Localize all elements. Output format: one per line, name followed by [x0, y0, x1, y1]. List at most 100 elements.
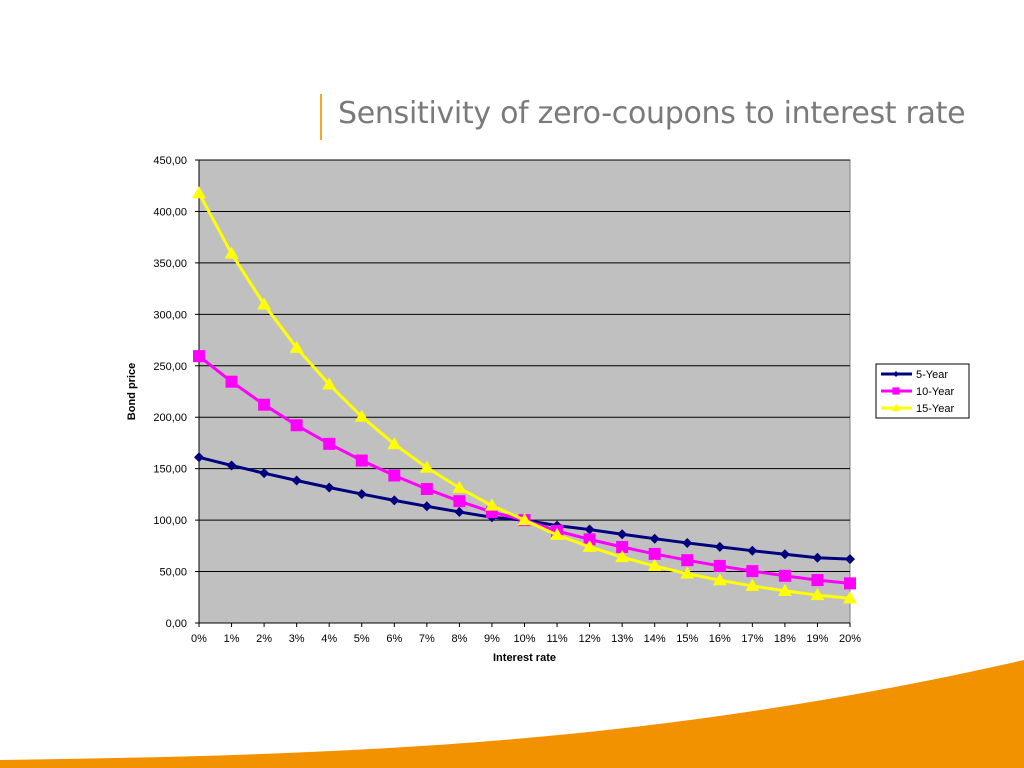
y-tick-label: 450,00 — [153, 155, 187, 167]
data-point — [811, 574, 824, 587]
y-tick-label: 350,00 — [153, 258, 187, 270]
data-point — [193, 350, 205, 363]
x-tick-label: 16% — [709, 633, 731, 645]
data-point — [257, 297, 272, 310]
data-point — [616, 540, 629, 553]
x-tick-label: 14% — [644, 633, 666, 645]
x-tick-label: 20% — [839, 633, 861, 645]
y-tick-label: 50,00 — [159, 567, 187, 579]
x-tick-label: 12% — [579, 633, 601, 645]
x-tick-label: 4% — [321, 633, 337, 645]
data-point — [778, 569, 791, 582]
data-point — [680, 566, 695, 579]
x-tick-label: 17% — [741, 633, 763, 645]
data-point — [225, 375, 238, 388]
y-tick-label: 200,00 — [153, 412, 187, 424]
x-tick-label: 18% — [774, 633, 796, 645]
legend-item: 10-Year — [881, 386, 954, 398]
x-tick-label: 9% — [484, 633, 500, 645]
x-tick-label: 2% — [256, 633, 272, 645]
data-point — [583, 533, 596, 546]
x-tick-label: 7% — [419, 633, 435, 645]
slide-title: Sensitivity of zero-coupons to interest … — [338, 96, 966, 131]
data-point — [682, 537, 693, 548]
data-point — [615, 550, 630, 563]
data-point — [356, 489, 367, 500]
x-tick-labels: 0% 1% 2% 3% 4% 5% 6% 7% 8% 9% 10% 11% 12% 13% 14% 15% 16… — [191, 633, 861, 645]
data-point — [289, 340, 304, 353]
data-point — [746, 565, 759, 578]
data-point — [389, 495, 400, 506]
data-point — [291, 475, 302, 486]
data-point — [779, 549, 790, 560]
data-point — [192, 186, 206, 199]
x-tick-label: 15% — [676, 633, 698, 645]
data-point — [454, 506, 465, 517]
data-point — [648, 547, 661, 560]
x-tick-label: 6% — [386, 633, 402, 645]
y-tick-label: 400,00 — [153, 206, 187, 218]
data-point — [453, 495, 466, 508]
y-tick-label: 150,00 — [153, 464, 187, 476]
data-point — [194, 452, 204, 463]
data-point — [388, 469, 401, 482]
x-tick-label: 1% — [224, 633, 240, 645]
data-point — [812, 552, 823, 563]
orange-swoosh-decoration — [0, 660, 1024, 768]
legend-swatch-marker — [891, 403, 901, 411]
series-15-year — [192, 186, 857, 604]
data-point — [550, 527, 565, 540]
x-tick-label: 19% — [806, 633, 828, 645]
gridlines — [199, 159, 850, 573]
legend-label: 10-Year — [916, 386, 954, 398]
legend: 5-Year 10-Year 15-Year — [875, 363, 970, 419]
x-tick-label: 3% — [289, 633, 305, 645]
data-point — [617, 529, 628, 540]
data-point — [649, 533, 660, 544]
legend-label: 15-Year — [916, 403, 954, 415]
data-point — [777, 583, 792, 596]
y-axis-title: Bond price — [126, 363, 138, 420]
data-point — [226, 460, 237, 471]
title-accent-bar — [320, 94, 322, 140]
x-tick-label: 13% — [611, 633, 633, 645]
data-point — [810, 588, 825, 601]
x-tick-label: 11% — [546, 633, 567, 645]
data-point — [258, 398, 271, 411]
data-point — [323, 437, 336, 450]
y-tick-label: 0,00 — [166, 618, 187, 630]
data-point — [452, 480, 467, 493]
data-point — [355, 454, 368, 467]
data-point — [484, 498, 499, 511]
axes — [195, 159, 851, 627]
data-point — [843, 591, 857, 604]
plot-area — [198, 159, 851, 624]
data-point — [517, 513, 532, 526]
legend-label: 5-Year — [916, 369, 948, 381]
data-point — [745, 578, 760, 591]
data-point — [224, 246, 239, 259]
x-tick-label: 10% — [513, 633, 535, 645]
data-point — [290, 419, 303, 432]
data-point — [420, 483, 433, 496]
data-point — [713, 559, 726, 572]
data-point — [582, 539, 597, 552]
series-group — [192, 186, 857, 604]
data-point — [584, 524, 595, 535]
legend-item: 15-Year — [881, 403, 954, 415]
data-point — [322, 377, 337, 390]
data-point — [259, 468, 270, 479]
data-point — [747, 545, 758, 556]
data-point — [419, 460, 434, 473]
data-point — [681, 554, 694, 567]
x-tick-label: 0% — [191, 633, 207, 645]
y-tick-labels: 0,00 50,00 100,00 150,00 200,00 250,00 300,00 3… — [153, 155, 187, 630]
data-point — [324, 482, 335, 493]
y-tick-label: 100,00 — [153, 515, 187, 527]
legend-swatch-marker — [893, 371, 899, 377]
data-point — [387, 437, 402, 450]
x-axis-title: Interest rate — [493, 652, 556, 664]
data-point — [844, 577, 856, 590]
